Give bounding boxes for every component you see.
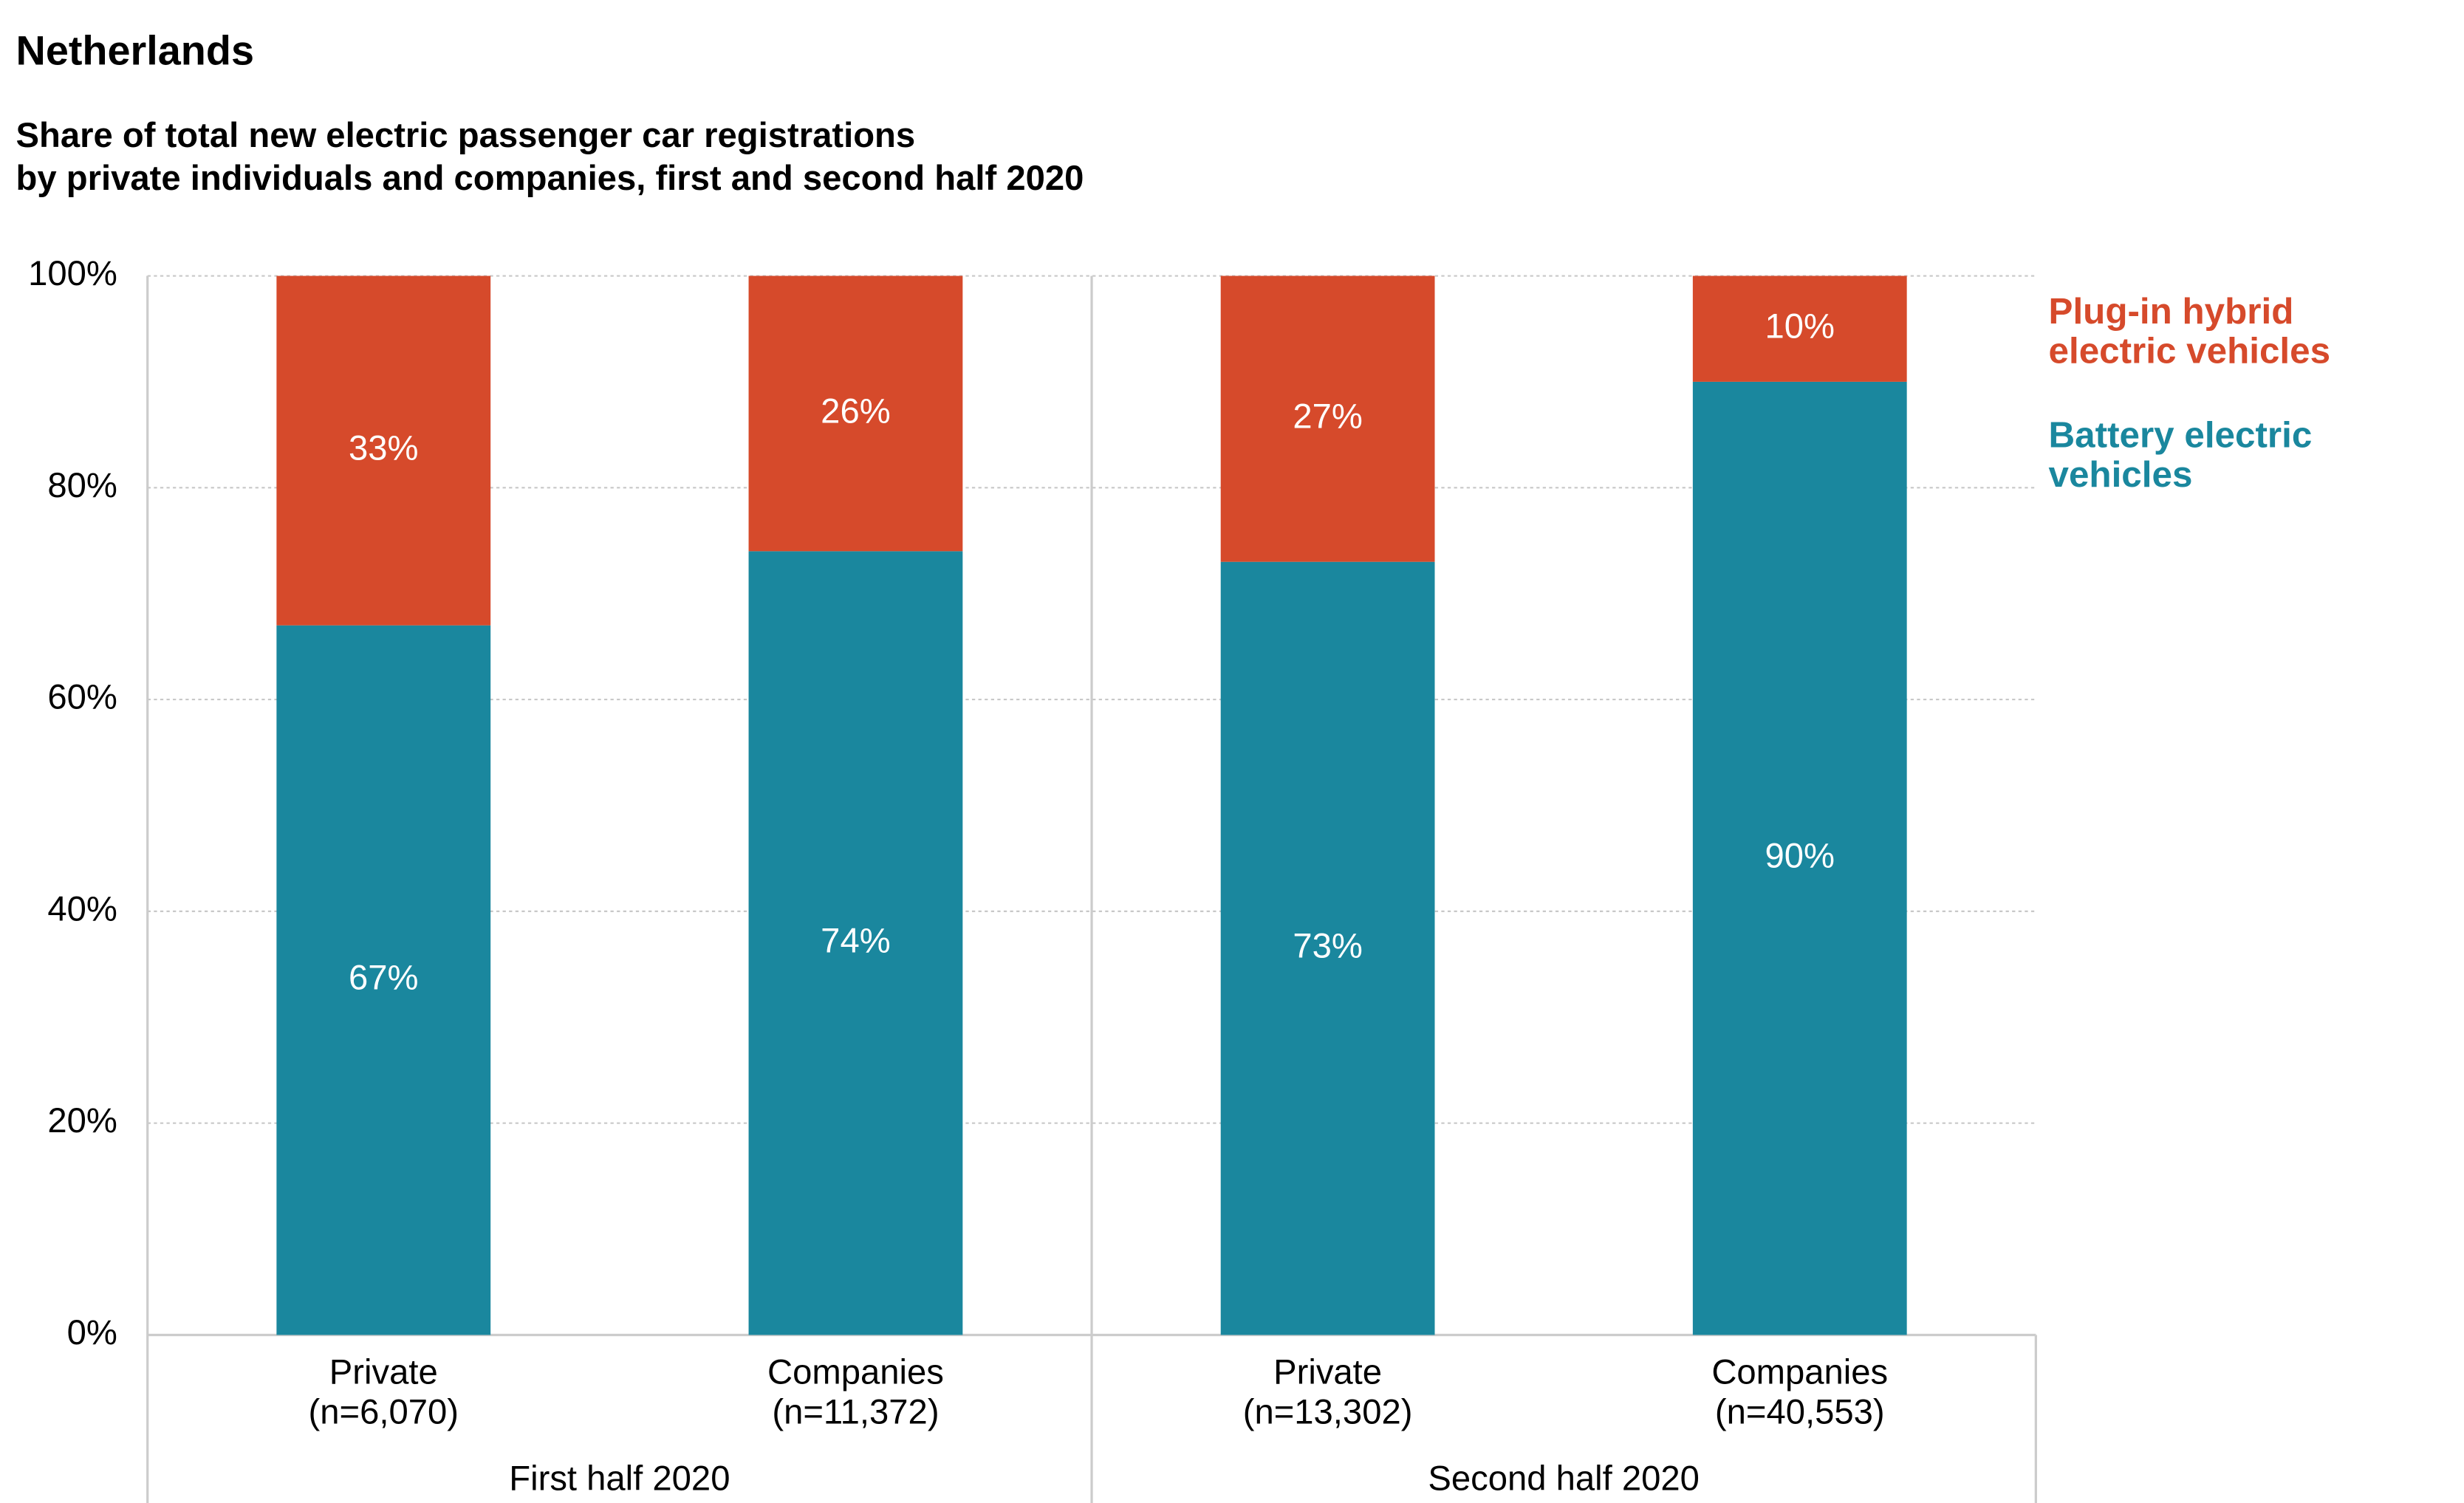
group-label: Second half 2020 xyxy=(1428,1459,1700,1498)
bar-segment xyxy=(748,275,963,552)
value-label: 26% xyxy=(821,391,891,431)
chart-subtitle: Share of total new electric passenger ca… xyxy=(16,116,916,155)
legend-label: Battery electric vehicles xyxy=(2048,415,2313,495)
group-label: First half 2020 xyxy=(509,1459,730,1498)
legend-label: Plug-in hybrid electric vehicles xyxy=(2048,291,2331,372)
y-tick-label: 0% xyxy=(67,1313,117,1352)
bar-segment xyxy=(1692,275,1907,382)
x-tick-label: Private xyxy=(329,1353,438,1392)
chart-subtitle: by private individuals and companies, fi… xyxy=(16,159,1084,198)
y-tick-label: 40% xyxy=(47,889,117,928)
bar-segment xyxy=(1692,381,1907,1335)
value-label: 27% xyxy=(1293,397,1363,436)
value-label: 33% xyxy=(349,429,419,468)
bar-segment xyxy=(1220,275,1435,562)
value-label: 90% xyxy=(1765,837,1835,876)
x-tick-label: Private xyxy=(1273,1353,1382,1392)
legend-item: Plug-in hybrid electric vehicles xyxy=(2048,291,2331,372)
y-tick-label: 60% xyxy=(47,678,117,717)
x-tick-label: (n=11,372) xyxy=(772,1392,939,1431)
x-tick-label: (n=6,070) xyxy=(309,1392,459,1431)
bar-segment xyxy=(1220,561,1435,1335)
bar-segment xyxy=(276,275,491,626)
y-tick-label: 20% xyxy=(47,1101,117,1140)
y-tick-label: 100% xyxy=(28,254,117,293)
value-label: 74% xyxy=(821,921,891,960)
value-label: 73% xyxy=(1293,927,1363,966)
x-tick-label: Companies xyxy=(767,1353,944,1392)
value-label: 10% xyxy=(1765,307,1835,346)
chart-title: Netherlands xyxy=(16,27,254,74)
x-tick-label: (n=13,302) xyxy=(1243,1392,1413,1431)
bar-segment xyxy=(748,551,963,1335)
x-tick-label: (n=40,553) xyxy=(1715,1392,1885,1431)
y-tick-label: 80% xyxy=(47,466,117,505)
x-tick-label: Companies xyxy=(1711,1353,1888,1392)
bar-segment xyxy=(276,625,491,1335)
legend-item: Battery electric vehicles xyxy=(2048,415,2313,495)
value-label: 67% xyxy=(349,959,419,998)
